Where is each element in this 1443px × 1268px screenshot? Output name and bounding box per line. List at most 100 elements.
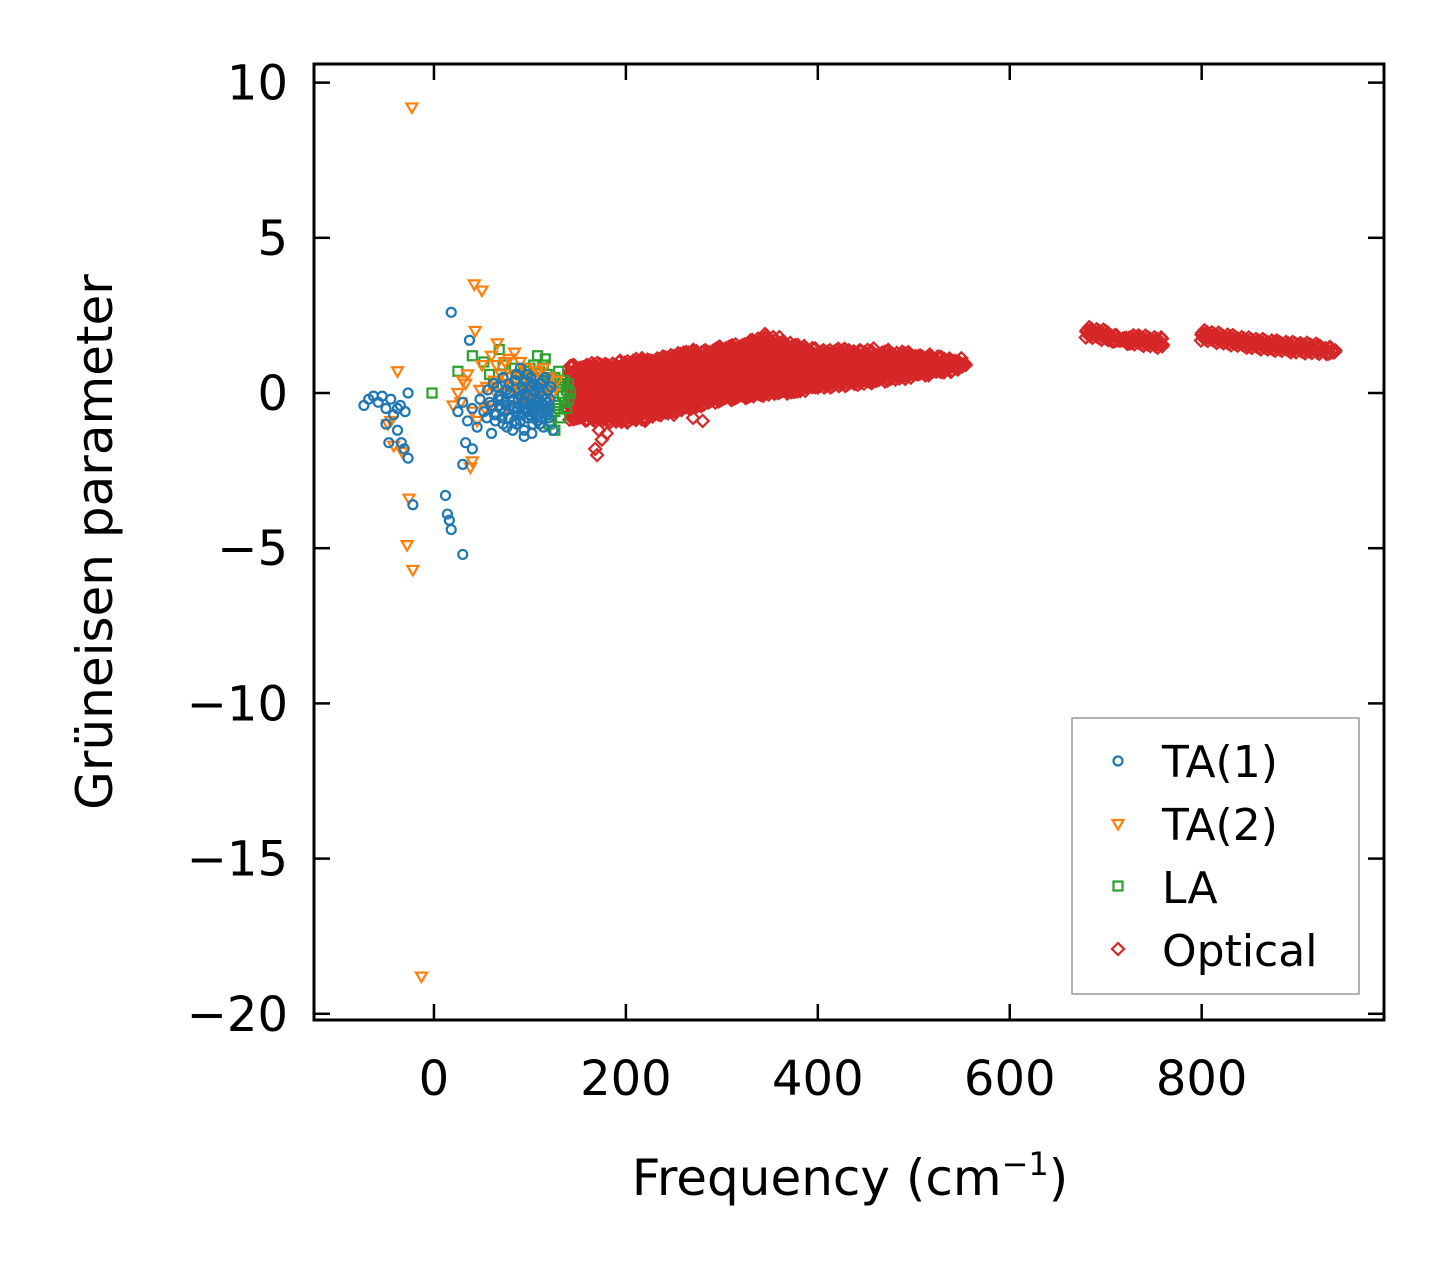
data-point [666, 407, 682, 423]
legend-label-la: LA [1162, 863, 1218, 914]
data-point [589, 447, 605, 463]
data-point [467, 325, 483, 339]
data-point [543, 402, 555, 415]
data-point [474, 359, 490, 373]
data-point [457, 458, 469, 471]
series-optical [561, 319, 1343, 463]
data-point [485, 427, 498, 439]
x-tick-label: 0 [419, 1051, 450, 1107]
optical-point [1327, 342, 1343, 358]
data-point [685, 410, 701, 426]
data-point [560, 402, 572, 415]
data-point [599, 425, 615, 441]
data-point [466, 443, 478, 455]
data-point [463, 334, 476, 346]
data-point [452, 406, 464, 418]
y-tick-label: 5 [257, 211, 288, 267]
data-point [445, 306, 457, 318]
data-point [404, 102, 420, 116]
tick-labels: 0 200 400 600 800 10 5 0 −5 −10 −15 −20 [187, 56, 1248, 1107]
data-points [358, 102, 1343, 985]
data-point [743, 332, 759, 348]
data-point [527, 418, 539, 430]
data-point [398, 443, 410, 455]
data-point [556, 390, 569, 402]
data-point [457, 548, 469, 561]
axis-ticks [314, 64, 1384, 1020]
data-point [522, 368, 534, 380]
data-point [507, 347, 522, 361]
data-point [489, 338, 505, 352]
data-point [562, 378, 574, 390]
legend: TA(1) TA(2) LA Optical [1071, 717, 1360, 995]
data-point [587, 441, 603, 457]
data-point [771, 329, 787, 345]
legend-box [1071, 717, 1360, 995]
data-point [399, 406, 411, 418]
data-point [531, 399, 544, 412]
data-point [426, 387, 438, 399]
x-tick-label: 600 [964, 1051, 1056, 1107]
legend-marker-ta1 [1112, 755, 1124, 767]
data-point [402, 452, 414, 464]
data-point [390, 366, 405, 379]
data-point [521, 396, 533, 408]
data-point [439, 489, 452, 502]
data-point [492, 393, 504, 405]
plot-frame [312, 62, 1386, 1022]
data-point [675, 345, 692, 361]
x-axis-label: Frequency (cm−1) [632, 1145, 1069, 1207]
legend-label-ta2: TA(2) [1161, 800, 1278, 851]
data-point [512, 356, 528, 370]
legend-marker-optical [1110, 941, 1126, 957]
data-point [461, 415, 474, 427]
y-axis-label: Grüneisen parameter [66, 274, 124, 810]
data-point [385, 393, 397, 405]
data-point [414, 971, 429, 985]
data-point [471, 421, 483, 433]
data-point [460, 437, 472, 449]
data-point [457, 396, 469, 408]
data-point [521, 412, 533, 424]
data-point [469, 415, 485, 429]
data-point [547, 424, 559, 436]
legend-markers [1110, 755, 1126, 957]
data-point [380, 402, 392, 415]
data-point [458, 378, 474, 392]
data-point [466, 350, 478, 362]
data-point [466, 402, 478, 415]
y-tick-label: 0 [257, 366, 288, 422]
data-point [514, 362, 526, 374]
data-point [380, 418, 392, 430]
data-point [405, 564, 421, 578]
data-point [537, 374, 549, 387]
data-point [533, 418, 546, 430]
data-point [395, 437, 407, 449]
data-point [539, 393, 551, 405]
data-point [508, 393, 520, 405]
optical-point [1154, 331, 1170, 347]
data-point [478, 406, 490, 418]
legend-label-optical: Optical [1162, 926, 1317, 977]
legend-marker-ta2 [1110, 818, 1126, 832]
data-point [545, 381, 557, 393]
data-point [460, 369, 475, 383]
data-point [391, 424, 404, 436]
data-point [496, 412, 508, 424]
data-point [532, 393, 545, 405]
y-tick-label: −10 [187, 676, 288, 732]
data-point [491, 381, 503, 393]
data-point [484, 350, 499, 364]
data-point [445, 523, 457, 536]
data-point [485, 399, 498, 412]
data-point [518, 424, 530, 436]
data-point [497, 371, 509, 384]
data-point [549, 375, 565, 389]
y-tick-label: −20 [187, 987, 288, 1043]
data-point [450, 387, 466, 401]
data-point [515, 409, 527, 421]
data-point [493, 399, 505, 412]
data-point [383, 437, 395, 449]
data-point [524, 381, 536, 393]
